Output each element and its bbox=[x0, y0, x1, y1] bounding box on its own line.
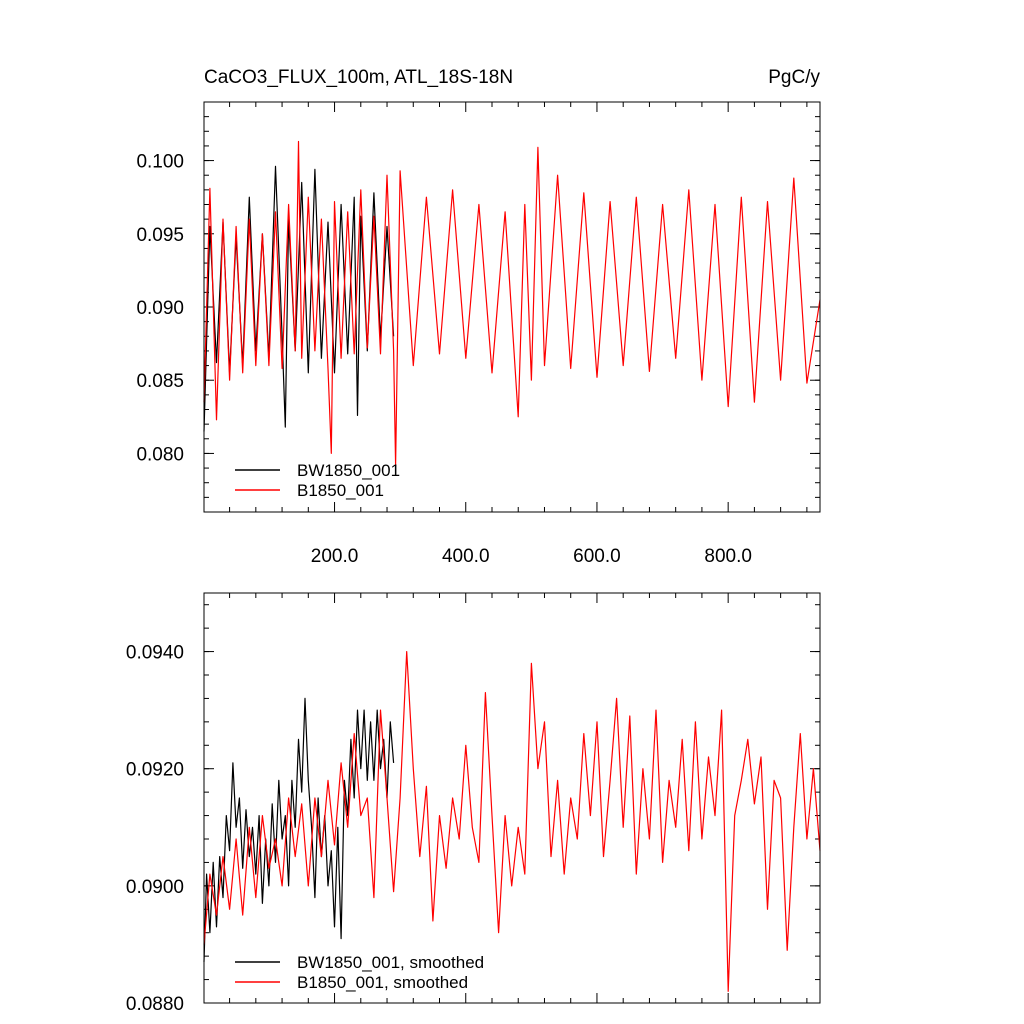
plot-area bbox=[203, 650, 821, 992]
legend-label-series-2: B1850_001 bbox=[297, 481, 384, 500]
x-tick-label: 600.0 bbox=[573, 546, 621, 567]
y-tick-labels: 0.080 0.085 0.090 0.095 0.100 bbox=[136, 152, 184, 466]
series-line-2 bbox=[203, 140, 821, 466]
legend-label-series-1: BW1850_001, smoothed bbox=[297, 953, 484, 972]
series-line-1 bbox=[203, 697, 395, 963]
axis-ticks bbox=[204, 593, 820, 1004]
y-tick-label: 0.085 bbox=[136, 371, 184, 392]
x-tick-label: 200.0 bbox=[311, 546, 359, 567]
y-tick-label: 0.0900 bbox=[126, 877, 184, 898]
x-tick-label: 800.0 bbox=[704, 546, 752, 567]
units-label: PgC/y bbox=[768, 67, 820, 88]
top-chart-panel: CaCO3_FLUX_100m, ATL_18S-18N PgC/y 0.080… bbox=[136, 67, 821, 567]
legend-label-series-2: B1850_001, smoothed bbox=[297, 973, 468, 992]
bottom-chart-panel: 0.0880 0.0900 0.0920 0.0940 BW1850_001, smo… bbox=[126, 592, 821, 1015]
plot-frame bbox=[203, 592, 821, 1004]
legend: BW1850_001 B1850_001 bbox=[235, 461, 400, 500]
chart-title: CaCO3_FLUX_100m, ATL_18S-18N bbox=[204, 67, 513, 88]
legend: BW1850_001, smoothed B1850_001, smoothed bbox=[235, 953, 484, 992]
y-tick-labels: 0.0880 0.0900 0.0920 0.0940 bbox=[126, 643, 184, 1015]
y-tick-label: 0.095 bbox=[136, 225, 184, 246]
x-tick-labels: 200.0 400.0 600.0 800.0 bbox=[311, 546, 752, 567]
x-tick-label: 400.0 bbox=[442, 546, 490, 567]
y-tick-label: 0.0880 bbox=[126, 994, 184, 1015]
y-tick-label: 0.0920 bbox=[126, 760, 184, 781]
y-tick-label: 0.080 bbox=[136, 444, 184, 465]
legend-label-series-1: BW1850_001 bbox=[297, 461, 400, 480]
axis-ticks bbox=[204, 101, 820, 513]
y-tick-label: 0.100 bbox=[136, 152, 184, 173]
plot-area bbox=[203, 140, 821, 466]
series-line-2 bbox=[203, 650, 821, 992]
y-tick-label: 0.0940 bbox=[126, 643, 184, 664]
plot-frame bbox=[203, 101, 821, 513]
y-tick-label: 0.090 bbox=[136, 298, 184, 319]
